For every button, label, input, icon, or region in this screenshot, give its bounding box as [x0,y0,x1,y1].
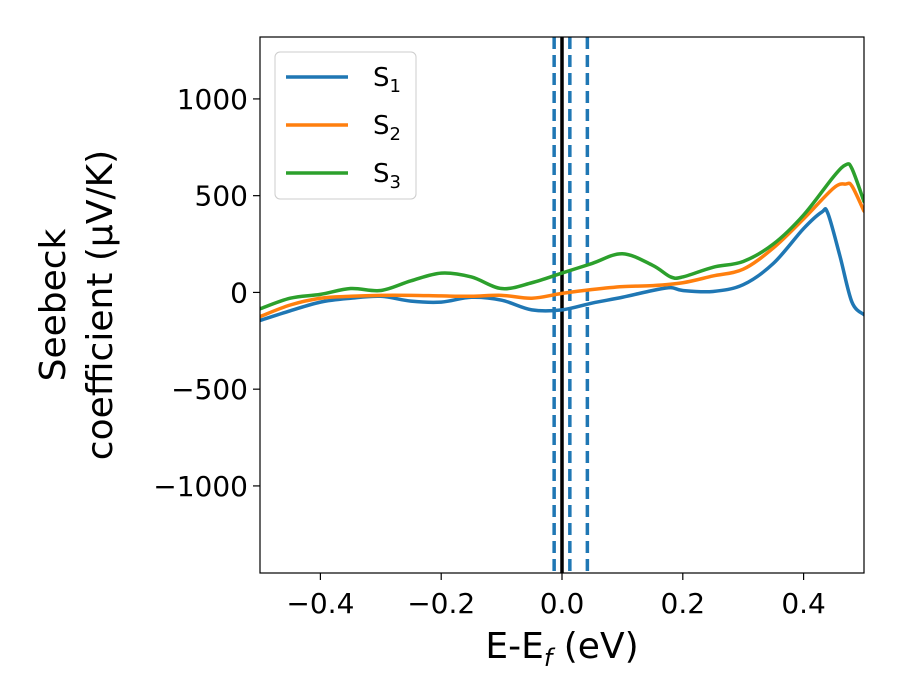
y-axis-label-line2: coefficient (μV/K) [80,150,121,460]
y-axis-label-line1: Seebeck [33,228,74,381]
legend-label-main: S [373,63,390,93]
x-tick-label: −0.2 [407,587,475,620]
y-tick-label: 0 [230,276,248,309]
legend-label-main: S [373,159,390,189]
y-tick-label: −1000 [153,470,248,503]
x-tick-label: 0.2 [661,587,706,620]
x-axis-label-unit: (eV) [552,626,638,667]
legend-label-sub: 1 [390,76,401,97]
y-tick-label: −500 [171,373,248,406]
legend-label-main: S [373,111,390,141]
x-tick-label: 0.4 [781,587,826,620]
y-tick-label: 500 [195,180,248,213]
legend-label-s2: S2 [373,111,401,145]
x-axis-ticks: −0.4 −0.2 0.0 0.2 0.4 [286,573,826,620]
x-tick-label: −0.4 [286,587,354,620]
x-axis-label: E-Ef (eV) [485,626,638,672]
series-line-s2 [260,181,864,319]
vertical-lines [552,37,590,573]
y-tick-label: 1000 [177,83,248,116]
series-group [260,162,864,323]
legend-label-s3: S3 [373,159,401,193]
y-axis-ticks: 1000 500 0 −500 −1000 [153,83,260,503]
legend-label-sub: 3 [390,172,401,193]
x-axis-label-main: E-E [485,626,543,667]
series-line-s3 [260,162,864,311]
x-tick-label: 0.0 [540,587,585,620]
legend-label-s1: S1 [373,63,401,97]
legend-label-sub: 2 [390,124,401,145]
